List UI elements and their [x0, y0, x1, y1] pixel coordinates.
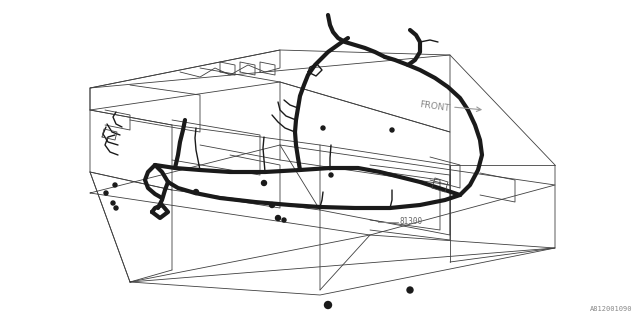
Circle shape [114, 206, 118, 210]
Text: A812001090: A812001090 [589, 306, 632, 312]
Circle shape [321, 126, 325, 130]
Circle shape [329, 173, 333, 177]
Circle shape [193, 189, 198, 195]
Circle shape [269, 203, 275, 207]
Text: FRONT: FRONT [419, 100, 450, 114]
Circle shape [407, 287, 413, 293]
Circle shape [262, 180, 266, 186]
Circle shape [324, 301, 332, 308]
Circle shape [390, 128, 394, 132]
Circle shape [282, 218, 286, 222]
Circle shape [113, 183, 117, 187]
Circle shape [111, 201, 115, 205]
Text: 81300: 81300 [399, 218, 422, 227]
Circle shape [275, 215, 280, 220]
Circle shape [104, 191, 108, 195]
